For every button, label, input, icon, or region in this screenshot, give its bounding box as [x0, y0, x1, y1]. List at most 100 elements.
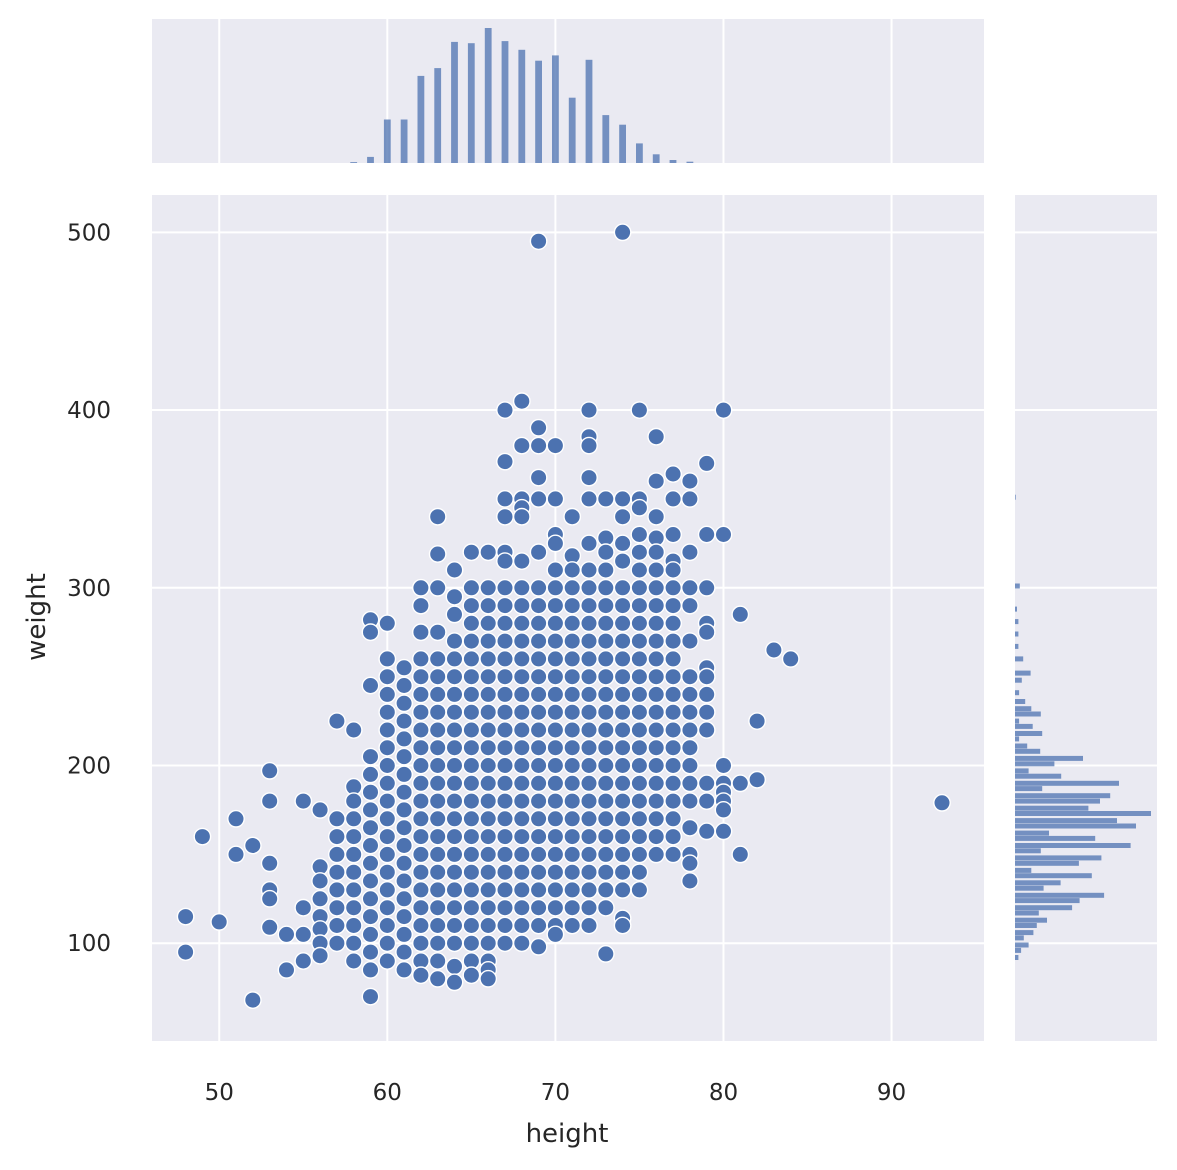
scatter-point — [512, 507, 531, 526]
scatter-point — [529, 468, 548, 487]
scatter-point — [580, 401, 598, 419]
scatter-point — [428, 685, 447, 704]
scatter-point — [681, 721, 699, 739]
scatter-point — [344, 952, 363, 970]
scatter-point — [596, 945, 615, 963]
scatter-point — [580, 561, 598, 579]
scatter-point — [411, 623, 430, 642]
scatter-point — [294, 952, 313, 970]
scatter-point — [445, 721, 464, 739]
scatter-point — [479, 703, 498, 722]
scatter-point — [580, 792, 598, 810]
marginal-y-bar — [1015, 643, 1019, 649]
scatter-point — [277, 961, 296, 979]
scatter-point — [395, 765, 413, 784]
scatter-point — [613, 552, 632, 570]
scatter-point — [613, 667, 632, 686]
scatter-point — [563, 632, 582, 650]
scatter-point — [512, 774, 531, 793]
scatter-point — [596, 561, 615, 579]
scatter-point — [445, 632, 464, 650]
scatter-point — [479, 721, 498, 739]
scatter-point — [563, 721, 582, 739]
scatter-point — [630, 578, 649, 597]
scatter-point — [529, 738, 548, 757]
marginal-y-bar — [1015, 855, 1102, 861]
scatter-point — [395, 712, 413, 730]
scatter-point — [344, 809, 363, 828]
marginal-x-bar — [602, 115, 610, 163]
scatter-point — [311, 872, 329, 890]
scatter-point — [361, 907, 380, 926]
scatter-point — [378, 916, 397, 935]
scatter-point — [630, 614, 649, 633]
scatter-point — [563, 845, 582, 864]
scatter-point — [580, 898, 598, 917]
scatter-point — [496, 809, 514, 828]
scatter-point — [496, 774, 514, 793]
scatter-point — [546, 721, 565, 739]
scatter-point — [613, 632, 632, 650]
scatter-point — [613, 223, 632, 242]
marginal-x-background — [152, 19, 984, 163]
scatter-point — [731, 605, 750, 624]
scatter-point — [596, 721, 615, 739]
scatter-point — [411, 774, 430, 793]
scatter-point — [428, 623, 447, 642]
scatter-point — [496, 596, 514, 615]
scatter-point — [428, 934, 447, 953]
scatter-point — [647, 774, 666, 793]
scatter-point — [395, 783, 413, 802]
scatter-point — [496, 685, 514, 704]
scatter-point — [563, 596, 582, 615]
marginal-y-bar — [1015, 793, 1111, 799]
scatter-point — [445, 809, 464, 828]
scatter-point — [546, 614, 565, 633]
scatter-point — [596, 650, 615, 668]
scatter-point — [529, 232, 548, 251]
scatter-point — [445, 685, 464, 704]
scatter-point — [546, 632, 565, 650]
scatter-point — [529, 827, 548, 846]
scatter-point — [344, 898, 363, 917]
scatter-point — [664, 489, 682, 508]
scatter-point — [647, 667, 666, 686]
scatter-point — [462, 916, 481, 935]
scatter-point — [395, 854, 413, 873]
scatter-point — [647, 472, 666, 490]
scatter-point — [630, 863, 649, 882]
scatter-point — [462, 845, 481, 864]
scatter-point — [529, 578, 548, 597]
scatter-point — [580, 667, 598, 686]
scatter-point — [428, 507, 447, 526]
scatter-plot-area — [152, 195, 984, 1041]
y-axis-label: weight — [22, 573, 52, 661]
scatter-point — [664, 845, 682, 864]
scatter-point — [681, 792, 699, 810]
scatter-point — [580, 756, 598, 775]
scatter-point — [697, 792, 716, 810]
marginal-x-bar — [568, 97, 576, 163]
scatter-point — [664, 685, 682, 704]
scatter-point — [361, 801, 380, 819]
scatter-point — [479, 898, 498, 917]
scatter-point — [428, 578, 447, 597]
scatter-point — [546, 685, 565, 704]
scatter-point — [411, 898, 430, 917]
scatter-point — [344, 863, 363, 882]
scatter-point — [681, 578, 699, 597]
scatter-point — [664, 756, 682, 775]
scatter-point — [664, 525, 682, 544]
x-tick-label: 50 — [205, 1080, 234, 1106]
scatter-point — [630, 632, 649, 650]
scatter-point — [529, 792, 548, 810]
scatter-point — [647, 756, 666, 775]
marginal-y-bar — [1015, 867, 1032, 873]
scatter-point — [529, 881, 548, 899]
scatter-point — [428, 809, 447, 828]
scatter-point — [428, 703, 447, 722]
scatter-point — [496, 738, 514, 757]
marginal-y-bar — [1015, 619, 1019, 625]
marginal-y-bar — [1015, 656, 1024, 662]
